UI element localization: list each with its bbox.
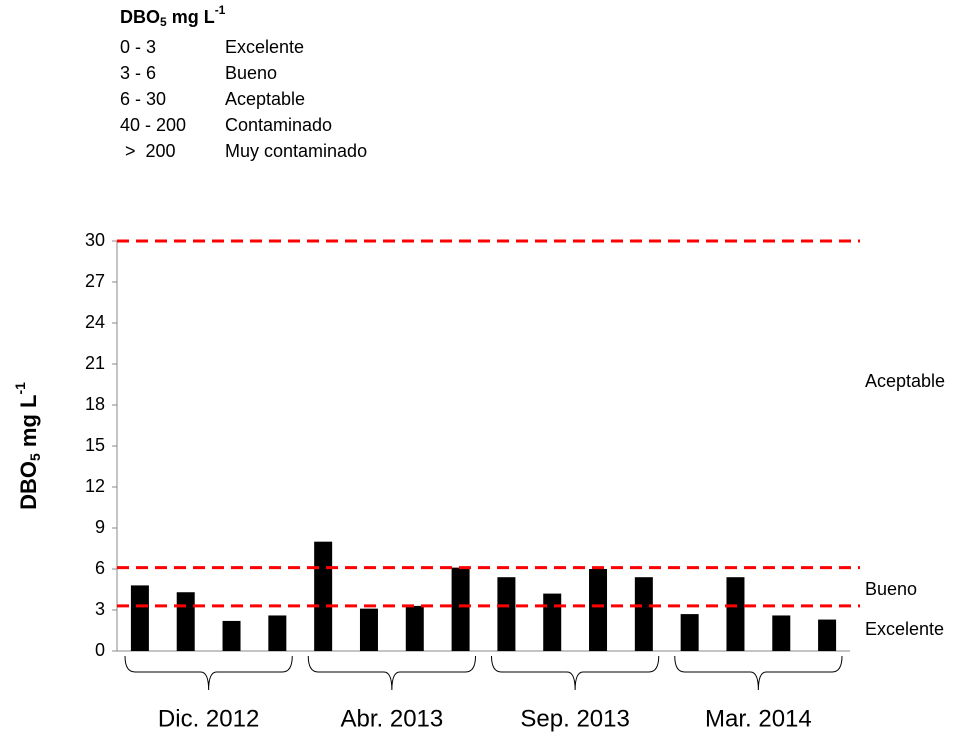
y-tick-label: 12 <box>85 476 105 496</box>
group-label: Dic. 2012 <box>158 705 259 732</box>
y-tick-label: 15 <box>85 435 105 455</box>
group-brace <box>674 655 843 691</box>
bar <box>680 614 699 651</box>
bar <box>268 615 287 651</box>
legend-range: 40 - 200 <box>120 115 186 135</box>
bar <box>726 577 745 651</box>
group-label: Abr. 2013 <box>341 705 444 732</box>
zone-label: Excelente <box>865 619 944 639</box>
zone-label: Bueno <box>865 579 917 599</box>
legend-class: Aceptable <box>225 89 305 109</box>
legend-class: Contaminado <box>225 115 332 135</box>
y-tick-label: 9 <box>95 517 105 537</box>
legend-range: 6 - 30 <box>120 89 166 109</box>
y-tick-label: 0 <box>95 640 105 660</box>
bar <box>634 577 653 651</box>
group-label: Mar. 2014 <box>705 705 812 732</box>
group-brace <box>124 655 293 691</box>
y-tick-label: 24 <box>85 312 105 332</box>
bar <box>543 593 562 651</box>
group-brace <box>307 655 476 691</box>
bar <box>314 541 333 651</box>
bar <box>130 585 149 651</box>
y-tick-label: 18 <box>85 394 105 414</box>
bar <box>405 605 424 651</box>
legend-class: Bueno <box>225 63 277 83</box>
y-tick-label: 30 <box>85 230 105 250</box>
bar <box>818 619 837 651</box>
bar <box>222 620 241 651</box>
y-tick-label: 3 <box>95 599 105 619</box>
y-tick-label: 6 <box>95 558 105 578</box>
legend-class: Excelente <box>225 37 304 57</box>
bar <box>176 592 195 651</box>
bar <box>497 577 516 651</box>
legend-range: 0 - 3 <box>120 37 156 57</box>
bar <box>359 608 378 651</box>
y-axis-label: DBO5 mg L-1 <box>12 382 43 510</box>
legend-range: 3 - 6 <box>120 63 156 83</box>
bar <box>589 569 608 651</box>
legend-range: > 200 <box>120 141 176 161</box>
y-tick-label: 21 <box>85 353 105 373</box>
legend-class: Muy contaminado <box>225 141 367 161</box>
group-label: Sep. 2013 <box>520 705 629 732</box>
bar <box>772 615 791 651</box>
bar <box>451 567 470 651</box>
y-tick-label: 27 <box>85 271 105 291</box>
zone-label: Aceptable <box>865 371 945 391</box>
group-brace <box>491 655 660 691</box>
legend-title: DBO5 mg L-1 <box>120 3 226 29</box>
